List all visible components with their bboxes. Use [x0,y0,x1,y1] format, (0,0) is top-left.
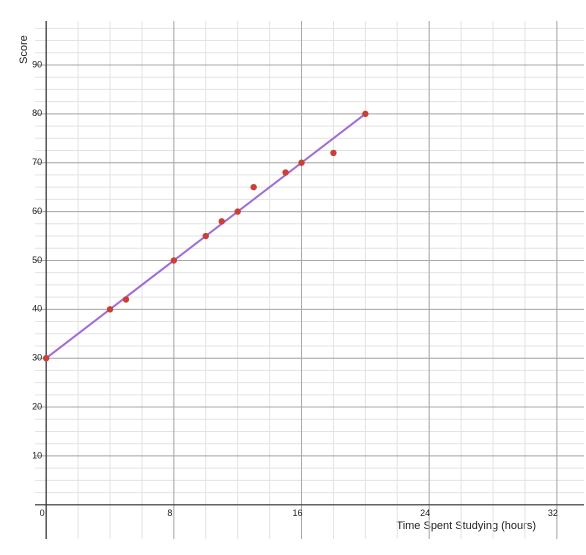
y-tick-label: 30 [32,353,42,363]
point [106,306,114,313]
y-tick-label: 60 [32,206,42,216]
x-tick-label: 0 [40,508,45,518]
point [282,169,289,176]
y-tick-label: 20 [32,401,42,411]
point [362,110,369,118]
point [234,208,241,215]
point [298,159,305,166]
point [42,354,50,362]
point [330,149,337,157]
point [202,232,209,240]
x-tick-label: 32 [548,508,558,518]
y-axis-label: Score [18,35,30,64]
point [250,183,257,191]
x-tick-label: 16 [293,508,303,518]
x-axis-label: Time Spent Studying (hours) [396,520,536,532]
y-tick-label: 10 [32,450,42,460]
y-tick-label: 80 [32,108,42,118]
x-tick-label: 24 [420,508,430,518]
point [122,296,130,303]
y-tick-label: 90 [32,59,42,69]
point [218,218,225,225]
y-tick-label: 70 [32,157,42,167]
point [170,257,178,264]
y-tick-label: 40 [32,304,42,314]
x-tick-label: 8 [167,508,172,518]
y-tick-label: 50 [32,255,42,265]
